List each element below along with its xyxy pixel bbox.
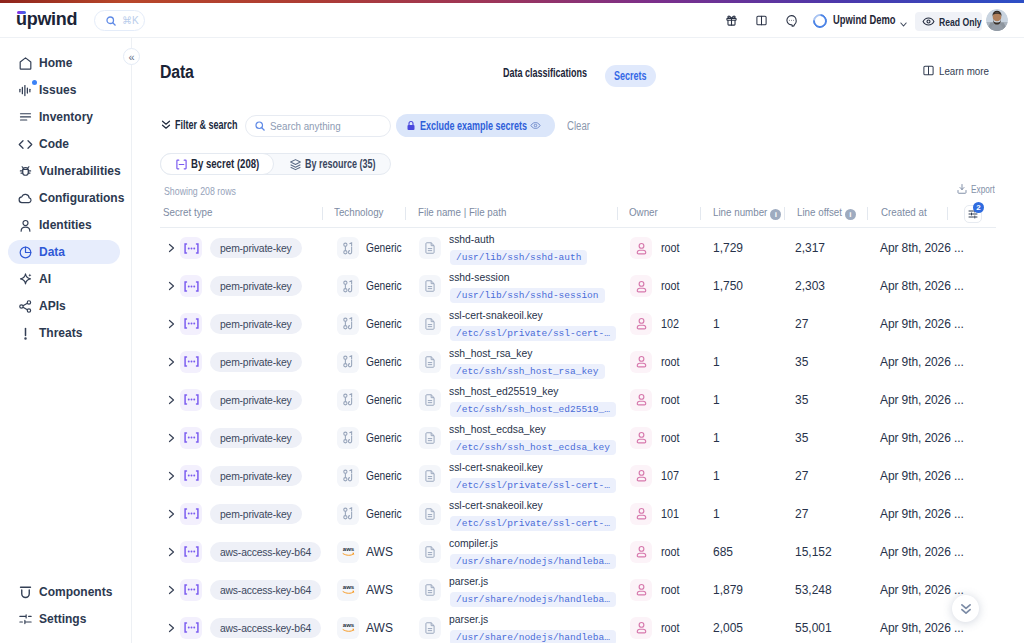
svg-text:aws: aws	[342, 547, 354, 553]
svg-text:aws: aws	[342, 623, 354, 629]
svg-text:aws: aws	[342, 585, 354, 591]
